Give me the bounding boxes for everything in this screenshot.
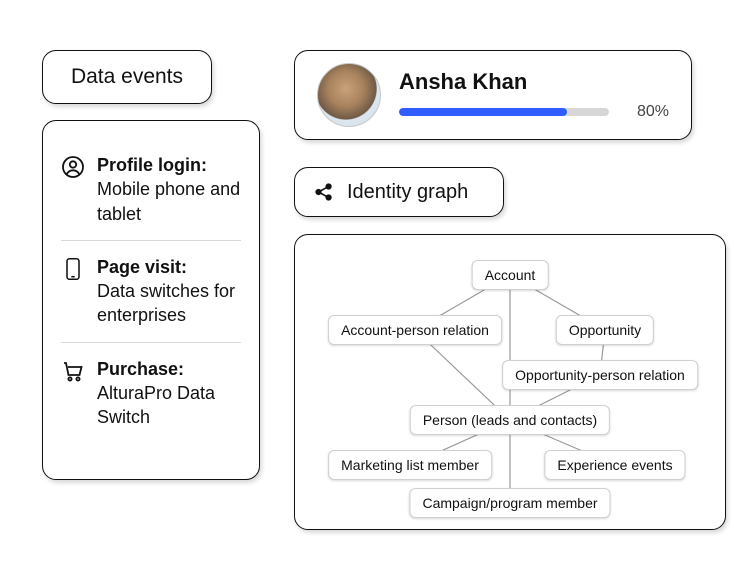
data-events-label: Data events [42,50,212,104]
identity-graph-card: AccountAccount-person relationOpportunit… [294,234,726,530]
graph-node-mlm: Marketing list member [328,450,492,480]
event-text: Profile login: Mobile phone and tablet [97,153,241,226]
event-title: Page visit: [97,257,187,277]
profile-name: Ansha Khan [399,69,669,95]
phone-icon [61,255,85,328]
progress-percent-label: 80% [625,103,669,121]
progress-fill [399,108,567,116]
event-title: Purchase: [97,359,184,379]
event-row-purchase: Purchase: AlturaPro Data Switch [61,342,241,444]
event-text: Purchase: AlturaPro Data Switch [97,357,241,430]
graph-node-aprel: Account-person relation [328,315,502,345]
data-events-card: Profile login: Mobile phone and tablet P… [42,120,260,480]
user-circle-icon [61,153,85,226]
graph-node-opp: Opportunity [556,315,654,345]
avatar [317,63,381,127]
data-events-label-text: Data events [71,65,183,89]
progress-bar [399,108,609,116]
share-icon [313,181,335,203]
profile-info: Ansha Khan 80% [399,69,669,121]
event-body: AlturaPro Data Switch [97,383,215,427]
event-text: Page visit: Data switches for enterprise… [97,255,241,328]
profile-card: Ansha Khan 80% [294,50,692,140]
event-row-profile-login: Profile login: Mobile phone and tablet [61,139,241,240]
cart-icon [61,357,85,430]
graph-node-expevt: Experience events [544,450,685,480]
progress-row: 80% [399,103,669,121]
event-body: Mobile phone and tablet [97,179,240,223]
identity-graph-label-text: Identity graph [347,181,468,204]
event-body: Data switches for enterprises [97,281,235,325]
graph-node-account: Account [472,260,549,290]
identity-graph-label: Identity graph [294,167,504,217]
event-row-page-visit: Page visit: Data switches for enterprise… [61,240,241,342]
graph-node-campaign: Campaign/program member [409,488,610,518]
graph-node-person: Person (leads and contacts) [410,405,610,435]
graph-node-oprel: Opportunity-person relation [502,360,698,390]
event-title: Profile login: [97,155,207,175]
